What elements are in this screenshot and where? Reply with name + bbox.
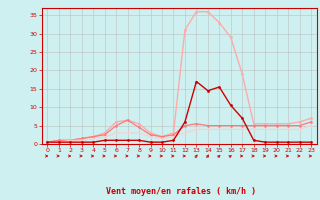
Text: Vent moyen/en rafales ( km/h ): Vent moyen/en rafales ( km/h )	[106, 187, 256, 196]
